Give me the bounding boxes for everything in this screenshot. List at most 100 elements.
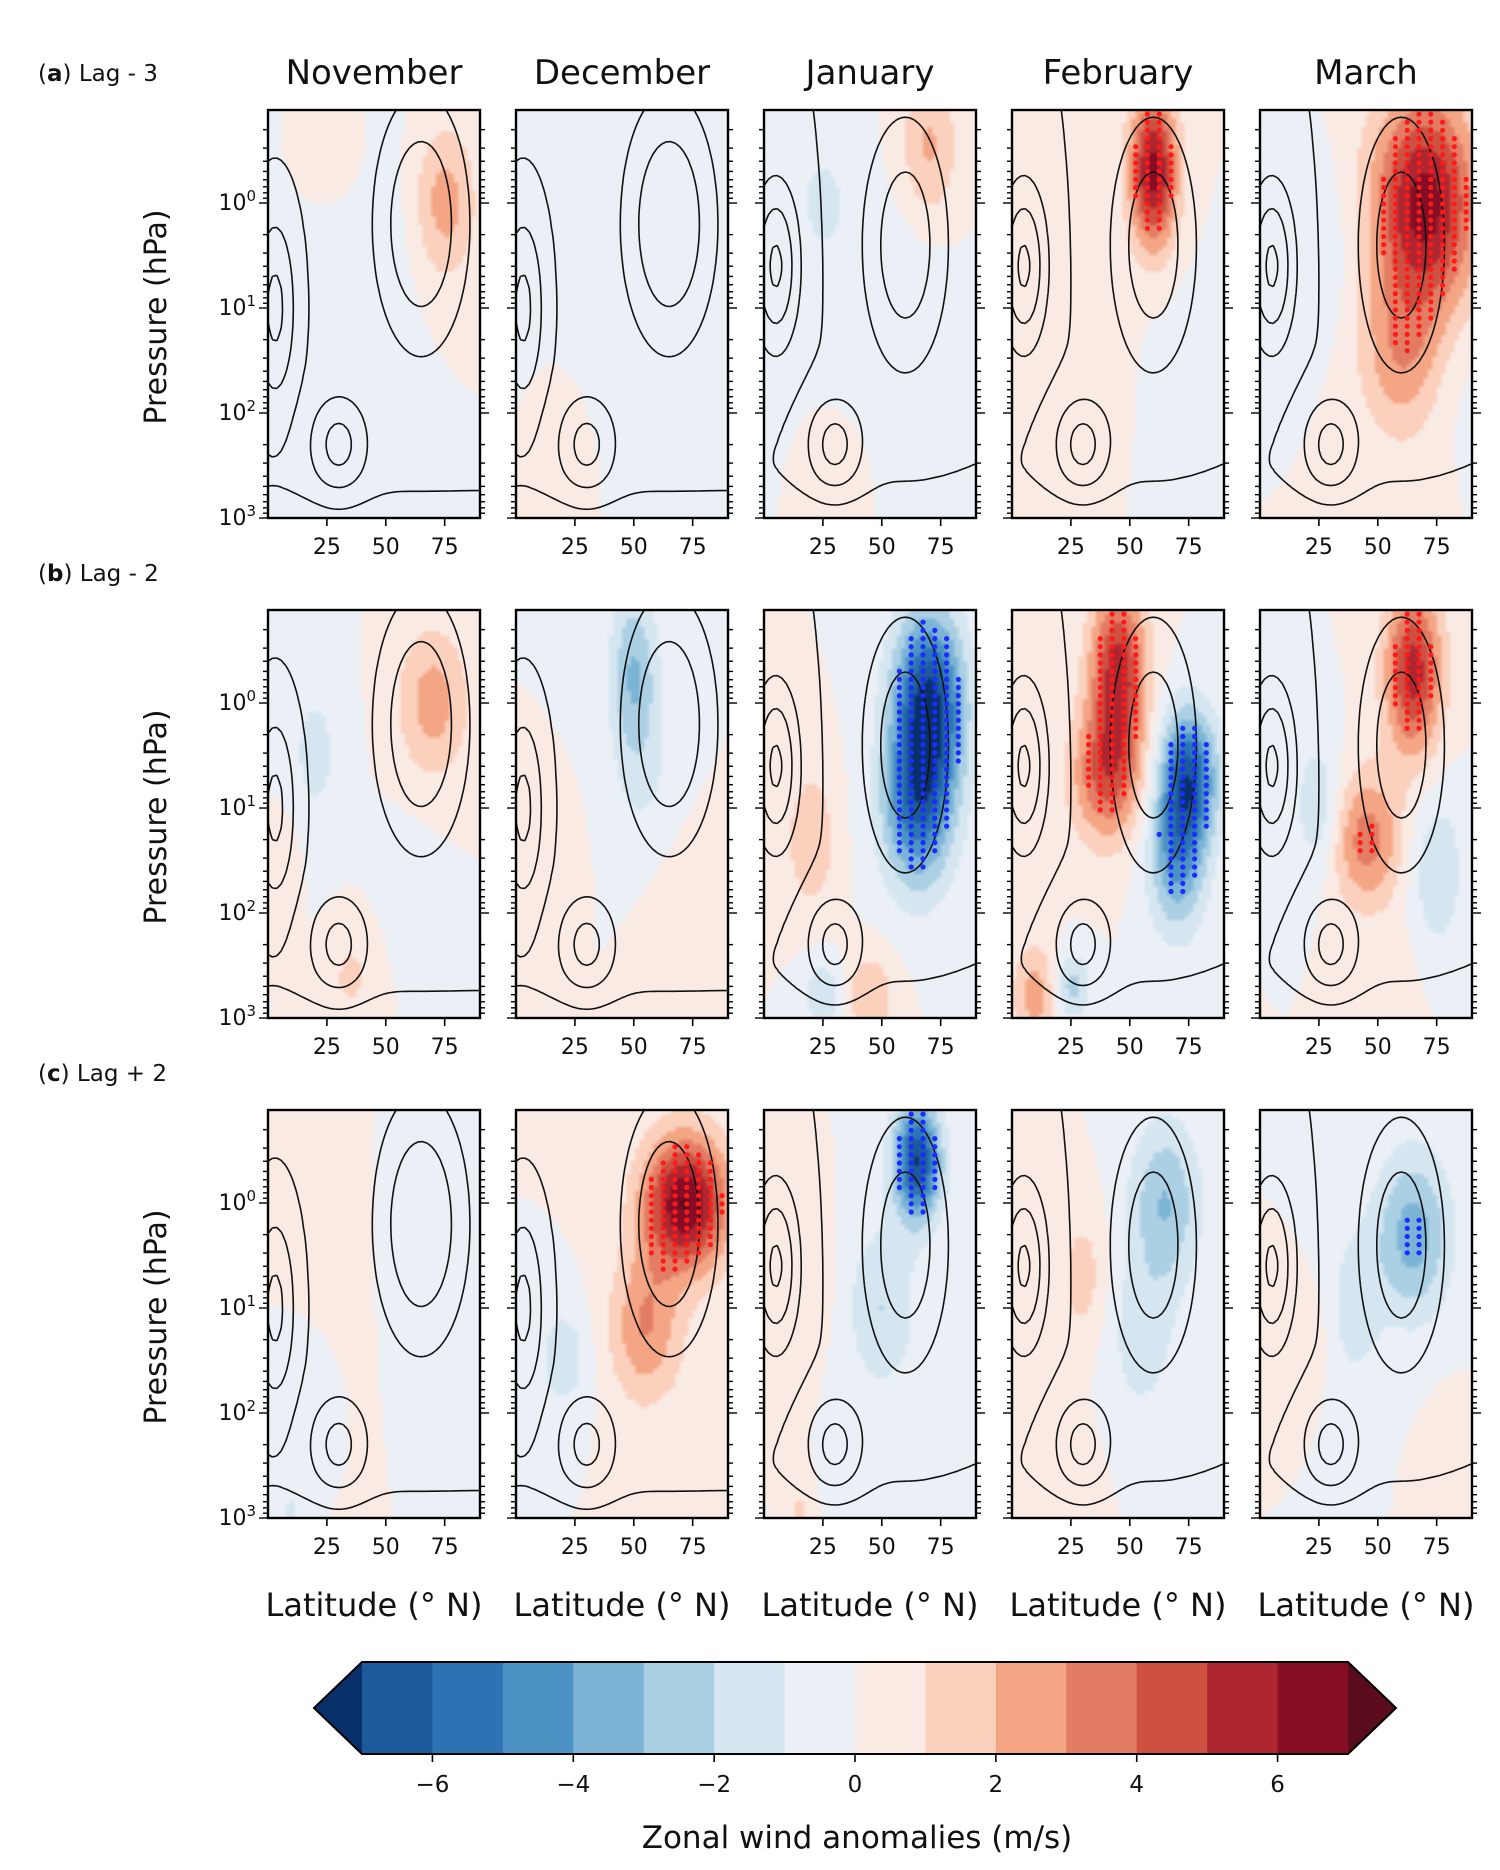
panel-c-january-sig-dot: [896, 1176, 903, 1182]
panel-b-january-sig-dot: [908, 766, 914, 772]
panel-a-march-sig-dot: [1416, 299, 1422, 305]
panel-c-december-sig-dot: [684, 1168, 690, 1174]
panel-b-january-sig-dot: [944, 758, 950, 764]
panel-c-december-sig-dot: [672, 1201, 678, 1207]
panel-b-february-sig-dot: [1180, 872, 1186, 878]
panel-b-january-sig-dot: [896, 725, 903, 731]
panel-b-february-sig-dot: [1109, 750, 1115, 756]
panel-b-february-sig-dot: [1097, 709, 1103, 715]
panel-a-march-sig-dot: [1416, 266, 1422, 272]
panel-b-november-contour--10: [268, 774, 284, 842]
panel-c-december-sig-dot: [696, 1193, 702, 1199]
panel-b-february-sig-dot: [1086, 750, 1092, 756]
panel-b-february-sig-dot: [1203, 782, 1209, 789]
panel-b-february-sig-dot: [1192, 725, 1198, 731]
panel-b-february-sig-dot: [1109, 725, 1115, 731]
panel-b-february-sig-dot: [1192, 791, 1198, 797]
panel-b-february-sig-dot: [1121, 709, 1127, 715]
panel-b-march-x-tick-label: 50: [1364, 1035, 1392, 1060]
panel-a-march-sig-dot: [1428, 274, 1434, 280]
panel-b-january: 25 50 75: [755, 608, 985, 1060]
panel-b-january-sig-dot: [932, 807, 938, 813]
panel-b-march-y-axis: [1251, 628, 1481, 1019]
panel-b-january-sig-dot: [908, 725, 914, 731]
panel-c-december-sig-dot: [672, 1209, 678, 1215]
panel-b-february-sig-dot: [1203, 742, 1209, 748]
panel-b-march-sig-dot: [1404, 693, 1410, 699]
panel-c-january-sig-dot: [908, 1168, 914, 1174]
panel-b-january-sig-dot: [944, 815, 950, 821]
colorbar-tick-label: 0: [848, 1772, 863, 1798]
panel-c-december-sig-dot: [660, 1201, 666, 1207]
panel-c-january-sig-dot: [932, 1176, 938, 1182]
panel-b-february-sig-dot: [1192, 872, 1198, 878]
panel-c-december-sig-dot: [648, 1233, 655, 1240]
panel-a-february-anomaly-field: [1012, 110, 1224, 518]
panel-a-march-sig-dot: [1392, 242, 1398, 248]
panel-a-march-sig-dot: [1440, 160, 1446, 166]
panel-c-january-sig-dot: [896, 1144, 903, 1150]
panel-c-january-x-tick-label: 25: [809, 1535, 837, 1560]
panel-b-january-sig-dot: [955, 717, 961, 723]
panel-b-february-sig-dot: [1203, 791, 1209, 797]
panel-c-january-sig-dot: [932, 1144, 938, 1150]
panel-b-january-sig-dot: [944, 750, 950, 756]
panel-b-january-sig-dot: [896, 717, 903, 723]
panel-a-march-sig-dot: [1440, 233, 1446, 240]
panel-b-february-contour--10: [1012, 707, 1041, 825]
panel-b-february-sig-dot: [1180, 733, 1186, 740]
panel-a-march-sig-dot: [1416, 127, 1422, 133]
panel-c-february-frame: [1010, 1108, 1226, 1520]
panel-a-february-sig-dot: [1144, 176, 1150, 182]
panel-c-february: 25 50 75: [1003, 1108, 1233, 1560]
panel-a-march-sig-dot: [1428, 225, 1434, 231]
panel-b-january-sig-dot: [920, 774, 926, 780]
panel-a-february-sig-dot: [1156, 201, 1162, 207]
panel-b-january-sig-dot: [896, 668, 903, 674]
panel-b-january-sig-dot: [932, 627, 938, 634]
panel-c-march-contour-10: [1268, 1110, 1472, 1506]
panel-a-february-stippling: [1133, 111, 1174, 231]
panel-b-february-sig-dot: [1192, 758, 1198, 764]
panel-c-november-y-tick-label: 103: [218, 1502, 256, 1531]
panel-b-february-x-tick-label: 75: [1175, 1035, 1203, 1060]
panel-a-february-sig-dot: [1156, 111, 1162, 117]
panel-a-february-x-tick-label: 50: [1116, 535, 1144, 560]
month-title-december: December: [534, 53, 710, 93]
panel-b-january-sig-dot: [896, 774, 903, 780]
panel-a-march-sig-dot: [1428, 307, 1434, 313]
panel-b-november-contour-20: [309, 610, 471, 989]
panel-a-march-sig-dot: [1428, 242, 1434, 248]
panel-a-march-sig-dot: [1440, 242, 1446, 248]
panel-a-march-sig-dot: [1392, 315, 1398, 321]
panel-c-december-sig-dot: [660, 1242, 666, 1248]
panel-a-march-sig-dot: [1428, 315, 1434, 321]
panel-a-march-contour-20: [1303, 116, 1446, 487]
panel-b-january-sig-dot: [908, 815, 914, 821]
panel-a-february-sig-dot: [1156, 160, 1162, 166]
panel-b-january-sig-dot: [920, 668, 926, 674]
panel-b-march-sig-dot: [1416, 701, 1422, 707]
panel-b-february-sig-dot: [1097, 693, 1103, 699]
colorbar-bin: [573, 1662, 645, 1754]
panel-b-november-x-tick-label: 25: [313, 1035, 341, 1060]
panel-b-january-sig-dot: [920, 676, 926, 683]
panel-b-february-sig-dot: [1086, 766, 1092, 772]
panel-b-january-sig-dot: [908, 758, 914, 764]
panel-c-january-sig-dot: [932, 1160, 938, 1166]
panel-b-march-sig-dot: [1392, 652, 1398, 658]
panel-b-march-sig-dot: [1428, 693, 1434, 699]
panel-c-november: 100 101 102 103 25 50 75: [218, 1108, 489, 1560]
panel-c-january-sig-dot: [920, 1176, 926, 1182]
panel-b-february-sig-dot: [1203, 758, 1209, 764]
panel-c-december-contours: [516, 1110, 728, 1511]
panel-b-january-sig-dot: [932, 840, 938, 846]
panel-a-march-sig-dot: [1404, 119, 1410, 125]
panel-b-january-sig-dot: [944, 742, 950, 748]
panel-b-march-sig-dot: [1392, 676, 1398, 683]
panel-c-january-sig-dot: [896, 1152, 903, 1158]
panel-a-november-y-tick-label: 100: [218, 187, 256, 216]
panel-b-january-sig-dot: [896, 742, 903, 748]
colorbar-tick-label: −4: [556, 1772, 590, 1798]
panel-b-february-sig-dot: [1121, 701, 1127, 707]
